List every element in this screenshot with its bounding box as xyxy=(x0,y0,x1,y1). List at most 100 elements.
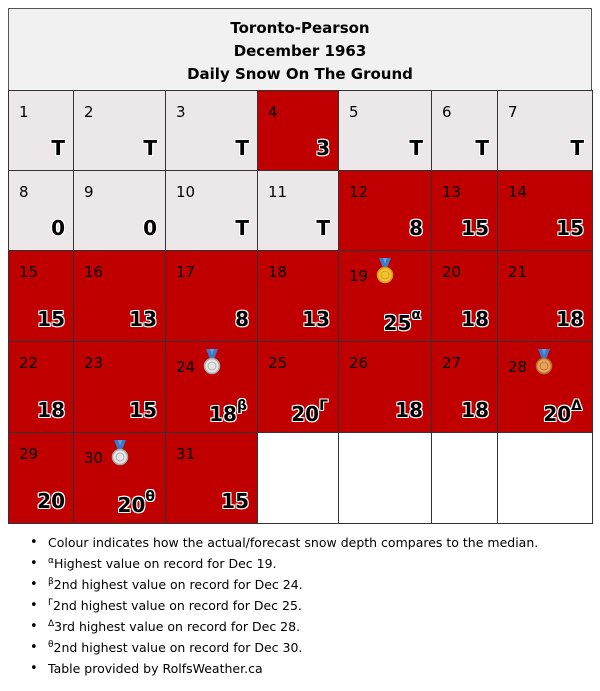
note-text: 2nd highest value on record for Dec 25. xyxy=(53,598,302,613)
day-number: 25 xyxy=(268,354,288,372)
snow-depth-value: 15 xyxy=(461,216,489,240)
note-item: Δ3rd highest value on record for Dec 28. xyxy=(28,616,538,637)
snow-depth-value: 3 xyxy=(316,136,330,160)
day-cell-25: 25 20Γ xyxy=(257,341,339,433)
snow-depth-value: 18 xyxy=(395,398,423,422)
snow-depth-value: 15 xyxy=(221,489,249,513)
snow-depth-value: T xyxy=(475,136,489,160)
snow-depth-value: 8 xyxy=(235,307,249,331)
snow-depth-value: 0 xyxy=(143,216,157,240)
snow-depth-value: 20Γ xyxy=(291,398,328,426)
note-item: Γ2nd highest value on record for Dec 25. xyxy=(28,595,538,616)
day-number: 27 xyxy=(442,354,462,372)
day-cell-12: 12 8 xyxy=(338,170,432,251)
day-cell-10: 10 T xyxy=(165,170,258,251)
day-cell-29: 29 20 xyxy=(8,432,74,524)
snow-depth-value: 20 xyxy=(37,489,65,513)
day-number: 31 xyxy=(176,445,196,463)
day-cell-23: 23 15 xyxy=(73,341,166,433)
snow-depth-value: T xyxy=(235,136,249,160)
empty-cell xyxy=(431,432,498,524)
day-cell-27: 27 18 xyxy=(431,341,498,433)
day-number: 22 xyxy=(19,354,39,372)
day-number: 30 xyxy=(84,449,104,467)
day-number: 5 xyxy=(349,103,359,121)
day-number: 28 xyxy=(508,358,528,376)
day-number: 24 xyxy=(176,358,196,376)
station-name: Toronto-Pearson xyxy=(230,19,370,37)
day-cell-17: 17 8 xyxy=(165,250,258,342)
snow-depth-value: 15 xyxy=(129,398,157,422)
month-label: December 1963 xyxy=(233,42,367,60)
snow-depth-value: T xyxy=(570,136,584,160)
day-number: 8 xyxy=(19,183,29,201)
day-cell-24: 24 18β xyxy=(165,341,258,433)
day-number: 13 xyxy=(442,183,462,201)
record-marker: Δ xyxy=(571,398,582,414)
day-cell-18: 18 13 xyxy=(257,250,339,342)
day-number: 3 xyxy=(176,103,186,121)
note-marker: β xyxy=(48,577,54,587)
day-number: 29 xyxy=(19,445,39,463)
day-number: 2 xyxy=(84,103,94,121)
snow-depth-value: 13 xyxy=(302,307,330,331)
day-number: 4 xyxy=(268,103,278,121)
day-cell-31: 31 15 xyxy=(165,432,258,524)
snow-depth-value: T xyxy=(316,216,330,240)
note-text: 2nd highest value on record for Dec 24. xyxy=(53,577,303,592)
snow-depth-value: 18 xyxy=(461,398,489,422)
note-item: Colour indicates how the actual/forecast… xyxy=(28,532,538,553)
snow-depth-value: 20θ xyxy=(117,489,155,517)
snow-depth-value: 0 xyxy=(51,216,65,240)
day-number: 12 xyxy=(349,183,369,201)
gold-medal-icon xyxy=(376,258,394,284)
day-cell-30: 30 20θ xyxy=(73,432,166,524)
note-text: Highest value on record for Dec 19. xyxy=(53,556,277,571)
snow-depth-value: T xyxy=(143,136,157,160)
day-number: 21 xyxy=(508,263,528,281)
note-marker: α xyxy=(48,556,54,566)
note-text: 2nd highest value on record for Dec 30. xyxy=(53,640,303,655)
day-number: 7 xyxy=(508,103,518,121)
snow-depth-value: T xyxy=(409,136,423,160)
snow-depth-value: 25α xyxy=(383,307,421,335)
note-marker: θ xyxy=(48,640,54,650)
day-cell-16: 16 13 xyxy=(73,250,166,342)
snow-depth-value: 20Δ xyxy=(543,398,582,426)
record-marker: α xyxy=(411,307,421,323)
day-number: 23 xyxy=(84,354,104,372)
day-cell-11: 11 T xyxy=(257,170,339,251)
note-item: θ2nd highest value on record for Dec 30. xyxy=(28,637,538,658)
day-number: 26 xyxy=(349,354,369,372)
day-cell-14: 14 15 xyxy=(497,170,593,251)
snow-depth-value: 8 xyxy=(409,216,423,240)
silver-medal-icon xyxy=(111,440,129,466)
note-item: αHighest value on record for Dec 19. xyxy=(28,553,538,574)
silver-medal-icon xyxy=(203,349,221,375)
day-cell-22: 22 18 xyxy=(8,341,74,433)
note-text: Colour indicates how the actual/forecast… xyxy=(48,535,539,550)
snow-depth-value: T xyxy=(235,216,249,240)
note-marker: Δ xyxy=(48,619,55,629)
day-cell-13: 13 15 xyxy=(431,170,498,251)
note-text: 3rd highest value on record for Dec 28. xyxy=(54,619,301,634)
day-number: 17 xyxy=(176,263,196,281)
day-number: 14 xyxy=(508,183,528,201)
day-number: 15 xyxy=(19,263,39,281)
day-cell-21: 21 18 xyxy=(497,250,593,342)
empty-cell xyxy=(257,432,339,524)
day-number: 18 xyxy=(268,263,288,281)
record-marker: θ xyxy=(145,489,155,505)
day-number: 1 xyxy=(19,103,29,121)
note-item: β2nd highest value on record for Dec 24. xyxy=(28,574,538,595)
note-marker: Γ xyxy=(48,598,54,608)
snow-depth-value: 18 xyxy=(461,307,489,331)
snow-calendar: Toronto-Pearson December 1963 Daily Snow… xyxy=(8,8,593,524)
snow-depth-value: 18 xyxy=(37,398,65,422)
note-text: Table provided by RolfsWeather.ca xyxy=(48,661,263,676)
